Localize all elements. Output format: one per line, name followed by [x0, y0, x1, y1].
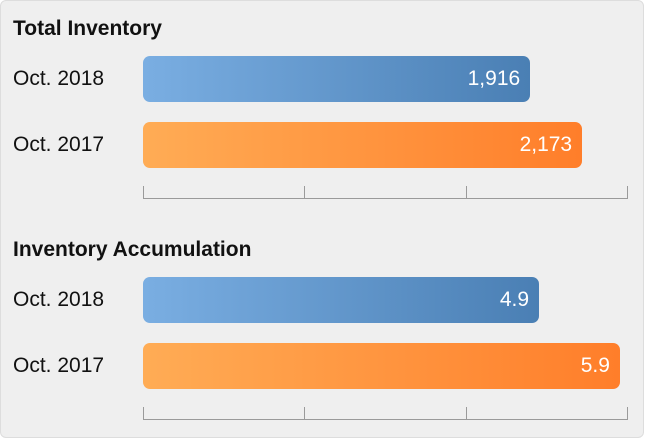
category-label-0: Oct. 2018	[13, 288, 105, 311]
bar-0: 1,916	[143, 56, 531, 102]
category-label-0: Oct. 2018	[13, 67, 105, 90]
x-axis-tick	[465, 186, 467, 199]
bar-value-1: 5.9	[580, 354, 610, 377]
x-axis-tick	[627, 407, 628, 420]
bar-1: 2,173	[143, 122, 583, 168]
x-axis-line	[143, 419, 628, 420]
x-axis-line	[143, 198, 628, 199]
category-label-1: Oct. 2017	[13, 133, 105, 156]
inventory-accumulation-chart: Inventory Accumulation Oct. 2018 4.9 Oct…	[1, 222, 643, 438]
chart-title: Total Inventory	[13, 17, 162, 40]
bar-value-0: 4.9	[499, 288, 530, 311]
bar-value-0: 1,916	[467, 67, 521, 90]
x-axis-tick	[143, 186, 144, 199]
category-label-1: Oct. 2017	[13, 354, 105, 377]
chart-title: Inventory Accumulation	[13, 238, 252, 261]
x-axis-tick	[304, 186, 306, 199]
x-axis-tick	[465, 407, 467, 420]
bar-0: 4.9	[143, 277, 540, 323]
x-axis	[143, 186, 628, 200]
total-inventory-chart: Total Inventory Oct. 2018 1,916 Oct. 201…	[1, 1, 643, 211]
x-axis-tick	[627, 186, 628, 199]
bar-1: 5.9	[143, 343, 620, 389]
bar-value-1: 2,173	[519, 133, 573, 156]
x-axis	[143, 407, 628, 421]
x-axis-tick	[143, 407, 144, 420]
x-axis-tick	[304, 407, 306, 420]
